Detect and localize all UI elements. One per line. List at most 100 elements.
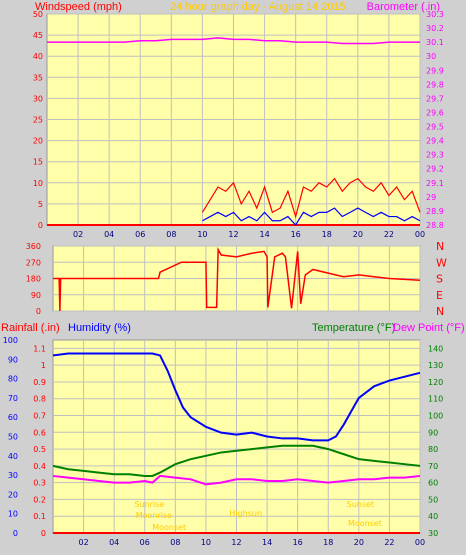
windspeed-tick-label: 15 <box>33 158 43 167</box>
barometer-axis-label: Barometer (.in) <box>367 1 440 13</box>
windspeed-tick-label: 35 <box>33 73 43 82</box>
x-tick-label: 00 <box>415 538 425 547</box>
x-tick-label: 18 <box>323 538 333 547</box>
compass-label: S <box>436 273 443 286</box>
direction-tick-label: 270 <box>26 258 41 267</box>
barometer-tick-label: 29.8 <box>426 80 444 89</box>
humidity-tick-label: 10 <box>8 510 18 519</box>
x-tick-label: 16 <box>293 538 303 547</box>
wind-gust-line <box>201 177 421 219</box>
astronomy-annotation: Moonset <box>152 523 186 532</box>
barometer-tick-label: 29.4 <box>426 137 444 146</box>
humidity-tick-label: 20 <box>8 490 18 499</box>
astronomy-annotations: Sunrise Moonrise Moonset Highsun Sunset Moons… <box>134 500 382 532</box>
x-tick-label: 08 <box>170 538 180 547</box>
rainfall-tick-label: 1.1 <box>33 344 46 353</box>
humidity-ticks: 0 10 20 30 40 50 60 70 80 90 100 <box>3 336 18 538</box>
direction-tick-label: 90 <box>31 291 41 300</box>
barometer-tick-label: 29.9 <box>426 66 444 75</box>
x-tick-label: 12 <box>231 538 241 547</box>
rainfall-tick-label: 0.2 <box>33 495 46 504</box>
direction-tick-label: 0 <box>36 307 41 316</box>
temperature-tick-label: 130 <box>428 361 443 370</box>
windspeed-axis-label: Windspeed (mph) <box>35 1 122 13</box>
rainfall-axis-label: Rainfall (.in) <box>1 322 60 334</box>
rainfall-tick-label: 0.4 <box>33 462 46 471</box>
windspeed-tick-label: 10 <box>33 179 43 188</box>
rainfall-tick-label: 0.5 <box>33 445 46 454</box>
x-tick-label: 22 <box>384 538 394 547</box>
temperature-tick-label: 100 <box>428 412 443 421</box>
x-tick-label: 06 <box>140 538 150 547</box>
astronomy-annotation: Moonrise <box>136 511 172 520</box>
direction-tick-label: 360 <box>26 242 41 251</box>
compass-label: W <box>436 256 447 269</box>
dewpoint-axis-label: Dew Point (°F) <box>393 322 465 334</box>
direction-tick-label: 180 <box>26 275 41 284</box>
humidity-tick-label: 100 <box>3 336 18 345</box>
rainfall-tick-label: 0.9 <box>33 378 46 387</box>
x-tick-label: 10 <box>201 538 211 547</box>
x-tick-label: 22 <box>384 230 394 239</box>
dewpoint-line <box>52 474 421 486</box>
rainfall-tick-label: 0.1 <box>33 512 46 521</box>
direction-series <box>53 246 421 312</box>
lower-x-ticks: 02 04 06 08 10 12 14 16 18 20 22 00 <box>78 538 425 547</box>
windspeed-tick-label: 30 <box>33 94 43 103</box>
windspeed-tick-label: 45 <box>33 31 43 40</box>
humidity-axis-label: Humidity (%) <box>68 322 131 334</box>
x-tick-label: 02 <box>73 230 83 239</box>
temperature-axis-label: Temperature (°F) <box>312 322 395 334</box>
astronomy-annotation: Sunrise <box>134 500 164 509</box>
compass-label: N <box>436 240 444 253</box>
temperature-tick-label: 110 <box>428 395 443 404</box>
rainfall-tick-label: 1 <box>41 361 46 370</box>
x-tick-label: 16 <box>291 230 301 239</box>
x-tick-label: 18 <box>322 230 332 239</box>
main-series <box>47 37 421 226</box>
humidity-tick-label: 90 <box>8 355 18 364</box>
direction-degree-ticks: 0 90 180 270 360 <box>26 242 41 316</box>
rainfall-tick-label: 0 <box>41 529 46 538</box>
humidity-tick-label: 40 <box>8 452 18 461</box>
barometer-tick-label: 28.8 <box>426 221 444 230</box>
rainfall-tick-label: 0.7 <box>33 412 46 421</box>
barometer-tick-label: 29.7 <box>426 94 444 103</box>
x-tick-label: 14 <box>262 538 272 547</box>
chart-title: 24 hour graph day - August 14 2015 <box>170 1 346 13</box>
temperature-tick-label: 90 <box>428 428 438 437</box>
humidity-tick-label: 70 <box>8 394 18 403</box>
wind-average-line <box>202 207 421 226</box>
barometer-tick-label: 29.1 <box>426 179 444 188</box>
temperature-tick-label: 50 <box>428 495 438 504</box>
temperature-line <box>52 444 421 477</box>
x-tick-label: 14 <box>259 230 269 239</box>
barometer-tick-label: 29.6 <box>426 108 444 117</box>
barometer-tick-label: 30.1 <box>426 38 444 47</box>
astronomy-annotation: Sunset <box>347 500 374 509</box>
windspeed-tick-label: 40 <box>33 52 43 61</box>
temperature-ticks: 30 40 50 60 70 80 90 100 110 120 130 140 <box>428 344 443 538</box>
astronomy-annotation: Highsun <box>229 509 262 518</box>
temperature-tick-label: 80 <box>428 445 438 454</box>
main-grid <box>47 13 421 226</box>
x-tick-label: 08 <box>166 230 176 239</box>
humidity-tick-label: 50 <box>8 433 18 442</box>
windspeed-tick-label: 20 <box>33 137 43 146</box>
humidity-line <box>52 352 421 442</box>
barometer-tick-label: 29.3 <box>426 151 444 160</box>
rainfall-ticks: 0 0.1 0.2 0.3 0.4 0.5 0.6 0.7 0.8 0.9 1 1.1 <box>33 344 46 538</box>
astronomy-annotation: Moonset <box>348 519 382 528</box>
x-tick-label: 20 <box>354 538 364 547</box>
windspeed-tick-label: 50 <box>33 10 43 19</box>
windspeed-ticks: 0 5 10 15 20 25 30 35 40 45 50 <box>33 10 43 230</box>
windspeed-tick-label: 25 <box>33 116 43 125</box>
barometer-tick-label: 28.9 <box>426 207 444 216</box>
temperature-tick-label: 120 <box>428 378 443 387</box>
humidity-tick-label: 0 <box>13 529 18 538</box>
x-tick-label: 06 <box>135 230 145 239</box>
barometer-tick-label: 29.2 <box>426 165 444 174</box>
temperature-tick-label: 140 <box>428 344 443 353</box>
wind-direction-line <box>53 246 421 312</box>
